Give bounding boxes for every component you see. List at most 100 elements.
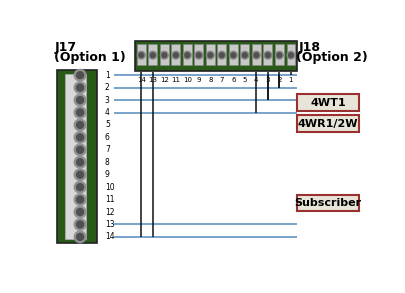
Circle shape <box>74 219 86 230</box>
Circle shape <box>149 51 157 59</box>
Circle shape <box>173 53 178 57</box>
Bar <box>217 44 226 65</box>
Bar <box>194 44 203 65</box>
Text: Subscriber: Subscriber <box>294 198 362 208</box>
Bar <box>57 70 97 243</box>
Bar <box>171 44 180 65</box>
Circle shape <box>77 97 83 103</box>
Circle shape <box>243 53 247 57</box>
Circle shape <box>183 51 191 59</box>
Bar <box>297 94 359 111</box>
Circle shape <box>77 159 83 166</box>
Circle shape <box>195 51 203 59</box>
Text: 4: 4 <box>105 108 110 117</box>
Text: 10: 10 <box>183 77 192 83</box>
Circle shape <box>77 221 83 228</box>
Circle shape <box>77 209 83 215</box>
Bar <box>160 44 169 65</box>
Text: 11: 11 <box>171 77 180 83</box>
Text: 8: 8 <box>208 77 213 83</box>
Text: 4WT1: 4WT1 <box>310 98 346 108</box>
Text: J17: J17 <box>55 41 77 54</box>
Circle shape <box>77 109 83 116</box>
Circle shape <box>196 53 201 57</box>
Circle shape <box>207 51 214 59</box>
Circle shape <box>185 53 190 57</box>
Text: 14: 14 <box>105 232 115 241</box>
Bar <box>206 44 215 65</box>
Circle shape <box>74 94 86 106</box>
Circle shape <box>139 53 144 57</box>
Circle shape <box>231 53 236 57</box>
Circle shape <box>287 51 295 59</box>
Text: 9: 9 <box>105 170 110 179</box>
Circle shape <box>160 51 168 59</box>
Text: (Option 1): (Option 1) <box>55 51 126 64</box>
Text: 14: 14 <box>137 77 146 83</box>
Circle shape <box>77 184 83 191</box>
Circle shape <box>275 51 283 59</box>
Circle shape <box>74 206 86 218</box>
Text: 1: 1 <box>105 71 110 80</box>
Circle shape <box>241 51 249 59</box>
Circle shape <box>151 53 155 57</box>
Circle shape <box>77 84 83 91</box>
Circle shape <box>162 53 166 57</box>
Text: 11: 11 <box>105 195 114 204</box>
Bar <box>229 44 238 65</box>
Circle shape <box>277 53 282 57</box>
Bar <box>252 44 261 65</box>
Circle shape <box>74 119 86 131</box>
Text: 6: 6 <box>105 133 110 142</box>
Circle shape <box>77 134 83 141</box>
Circle shape <box>77 72 83 79</box>
Circle shape <box>254 53 259 57</box>
Text: 2: 2 <box>105 83 110 92</box>
Text: 3: 3 <box>105 96 110 105</box>
Text: 5: 5 <box>105 120 110 130</box>
Text: 7: 7 <box>220 77 224 83</box>
Text: 2: 2 <box>277 77 281 83</box>
Bar <box>275 44 284 65</box>
Text: 3: 3 <box>266 77 270 83</box>
Circle shape <box>74 144 86 156</box>
Circle shape <box>74 69 86 81</box>
Circle shape <box>220 53 224 57</box>
Bar <box>297 115 359 132</box>
Bar <box>149 44 157 65</box>
Circle shape <box>172 51 180 59</box>
Circle shape <box>74 132 86 143</box>
Text: 4WR1/2W: 4WR1/2W <box>298 119 358 129</box>
Circle shape <box>218 51 226 59</box>
Circle shape <box>266 53 270 57</box>
Bar <box>183 44 192 65</box>
Text: 12: 12 <box>160 77 169 83</box>
Circle shape <box>74 82 86 93</box>
Bar <box>135 41 297 71</box>
Circle shape <box>74 107 86 118</box>
Text: 6: 6 <box>231 77 236 83</box>
Text: 4: 4 <box>254 77 258 83</box>
Bar <box>64 74 86 239</box>
Bar <box>137 44 146 65</box>
Circle shape <box>77 171 83 178</box>
Circle shape <box>137 51 145 59</box>
Text: 7: 7 <box>105 145 110 154</box>
Text: 9: 9 <box>196 77 201 83</box>
Circle shape <box>77 146 83 153</box>
Circle shape <box>208 53 213 57</box>
Circle shape <box>77 122 83 128</box>
Text: 13: 13 <box>148 77 157 83</box>
Circle shape <box>264 51 272 59</box>
Text: 12: 12 <box>105 207 114 217</box>
Text: J18: J18 <box>298 41 321 54</box>
Circle shape <box>77 234 83 240</box>
Circle shape <box>252 51 260 59</box>
Circle shape <box>74 169 86 180</box>
Bar <box>297 195 359 212</box>
Text: 8: 8 <box>105 158 110 167</box>
Circle shape <box>230 51 237 59</box>
Circle shape <box>288 53 293 57</box>
Bar <box>264 44 272 65</box>
Circle shape <box>74 231 86 243</box>
